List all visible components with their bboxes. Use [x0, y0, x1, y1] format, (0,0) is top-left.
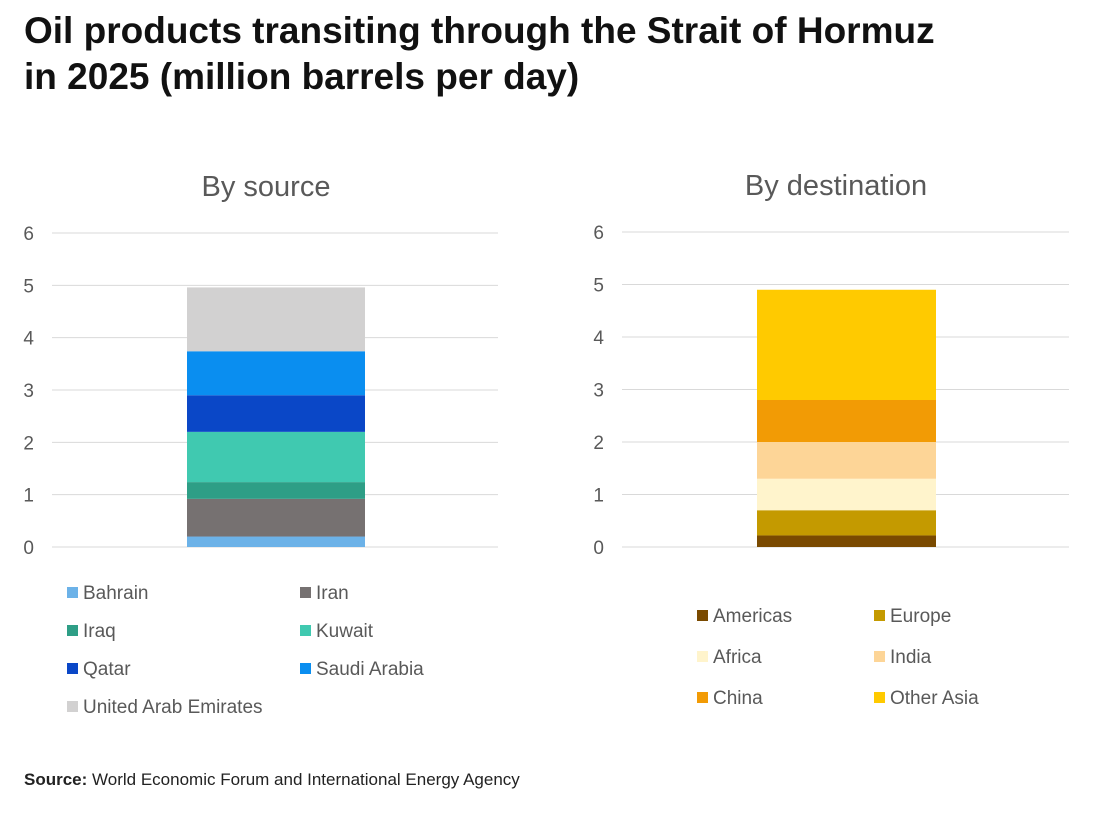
bar-segment-qatar: [187, 395, 365, 432]
bar-segment-other-asia: [757, 289, 936, 400]
y-tick-label: 0: [593, 538, 604, 559]
source-note: Source: World Economic Forum and Interna…: [24, 770, 520, 790]
legend-swatch-iran: [300, 587, 311, 598]
bar-segment-saudi-arabia: [187, 351, 365, 396]
chart-subtitle: By destination: [745, 170, 927, 202]
source-text: World Economic Forum and International E…: [92, 770, 520, 789]
bar-segment-india: [757, 442, 936, 479]
legend-label-qatar: Qatar: [83, 659, 131, 680]
legend-label-china: China: [713, 688, 763, 709]
bar-segment-china: [757, 400, 936, 442]
bar-segment-americas: [757, 535, 936, 547]
bar-segment-bahrain: [187, 536, 365, 547]
bar-segment-iraq: [187, 482, 365, 499]
legend-label-iraq: Iraq: [83, 621, 116, 642]
source-label: Source:: [24, 770, 88, 789]
legend-label-europe: Europe: [890, 606, 951, 627]
legend-label-kuwait: Kuwait: [316, 621, 374, 642]
legend-swatch-americas: [697, 610, 708, 621]
legend-swatch-iraq: [67, 625, 78, 636]
legend-label-africa: Africa: [713, 647, 762, 668]
chart-title-line-1: Oil products transiting through the Stra…: [24, 10, 935, 51]
y-tick-label: 2: [23, 433, 34, 454]
legend-swatch-europe: [874, 610, 885, 621]
bar-segment-africa: [757, 478, 936, 511]
y-tick-label: 4: [593, 328, 604, 349]
bar-segment-united-arab-emirates: [187, 287, 365, 352]
legend-label-united-arab-emirates: United Arab Emirates: [83, 697, 263, 718]
legend-swatch-china: [697, 692, 708, 703]
legend-label-india: India: [890, 647, 932, 668]
legend-label-saudi-arabia: Saudi Arabia: [316, 659, 424, 680]
y-tick-label: 3: [23, 381, 34, 402]
bar-segment-iran: [187, 498, 365, 537]
legend-swatch-india: [874, 651, 885, 662]
legend-label-bahrain: Bahrain: [83, 583, 149, 604]
y-tick-label: 3: [593, 381, 604, 402]
legend-swatch-united-arab-emirates: [67, 701, 78, 712]
legend-label-americas: Americas: [713, 606, 792, 627]
legend-swatch-saudi-arabia: [300, 663, 311, 674]
y-tick-label: 4: [23, 329, 34, 350]
chart-by-source: By source 0 1 2 3 4 5 6 Bahrain Iran Iraq Kuwait Qat…: [23, 171, 498, 718]
chart-title: Oil products transiting through the Stra…: [24, 8, 1074, 100]
legend-swatch-other-asia: [874, 692, 885, 703]
y-tick-label: 2: [593, 433, 604, 454]
y-tick-label: 1: [23, 486, 34, 507]
chart-by-destination: By destination 0 1 2 3 4 5 6 Americas Europe Afric…: [593, 170, 1069, 709]
legend-swatch-qatar: [67, 663, 78, 674]
y-tick-label: 5: [23, 276, 34, 297]
chart-title-line-2: in 2025 (million barrels per day): [24, 56, 580, 97]
y-tick-label: 0: [23, 538, 34, 559]
legend-swatch-kuwait: [300, 625, 311, 636]
bar-segment-europe: [757, 510, 936, 536]
legend-label-other-asia: Other Asia: [890, 688, 979, 709]
y-tick-label: 1: [593, 486, 604, 507]
legend-swatch-africa: [697, 651, 708, 662]
chart-subtitle: By source: [202, 171, 331, 203]
bar-segment-kuwait: [187, 431, 365, 483]
y-tick-label: 5: [593, 276, 604, 297]
y-tick-label: 6: [593, 223, 604, 244]
y-tick-label: 6: [23, 224, 34, 245]
legend-label-iran: Iran: [316, 583, 349, 604]
legend-swatch-bahrain: [67, 587, 78, 598]
